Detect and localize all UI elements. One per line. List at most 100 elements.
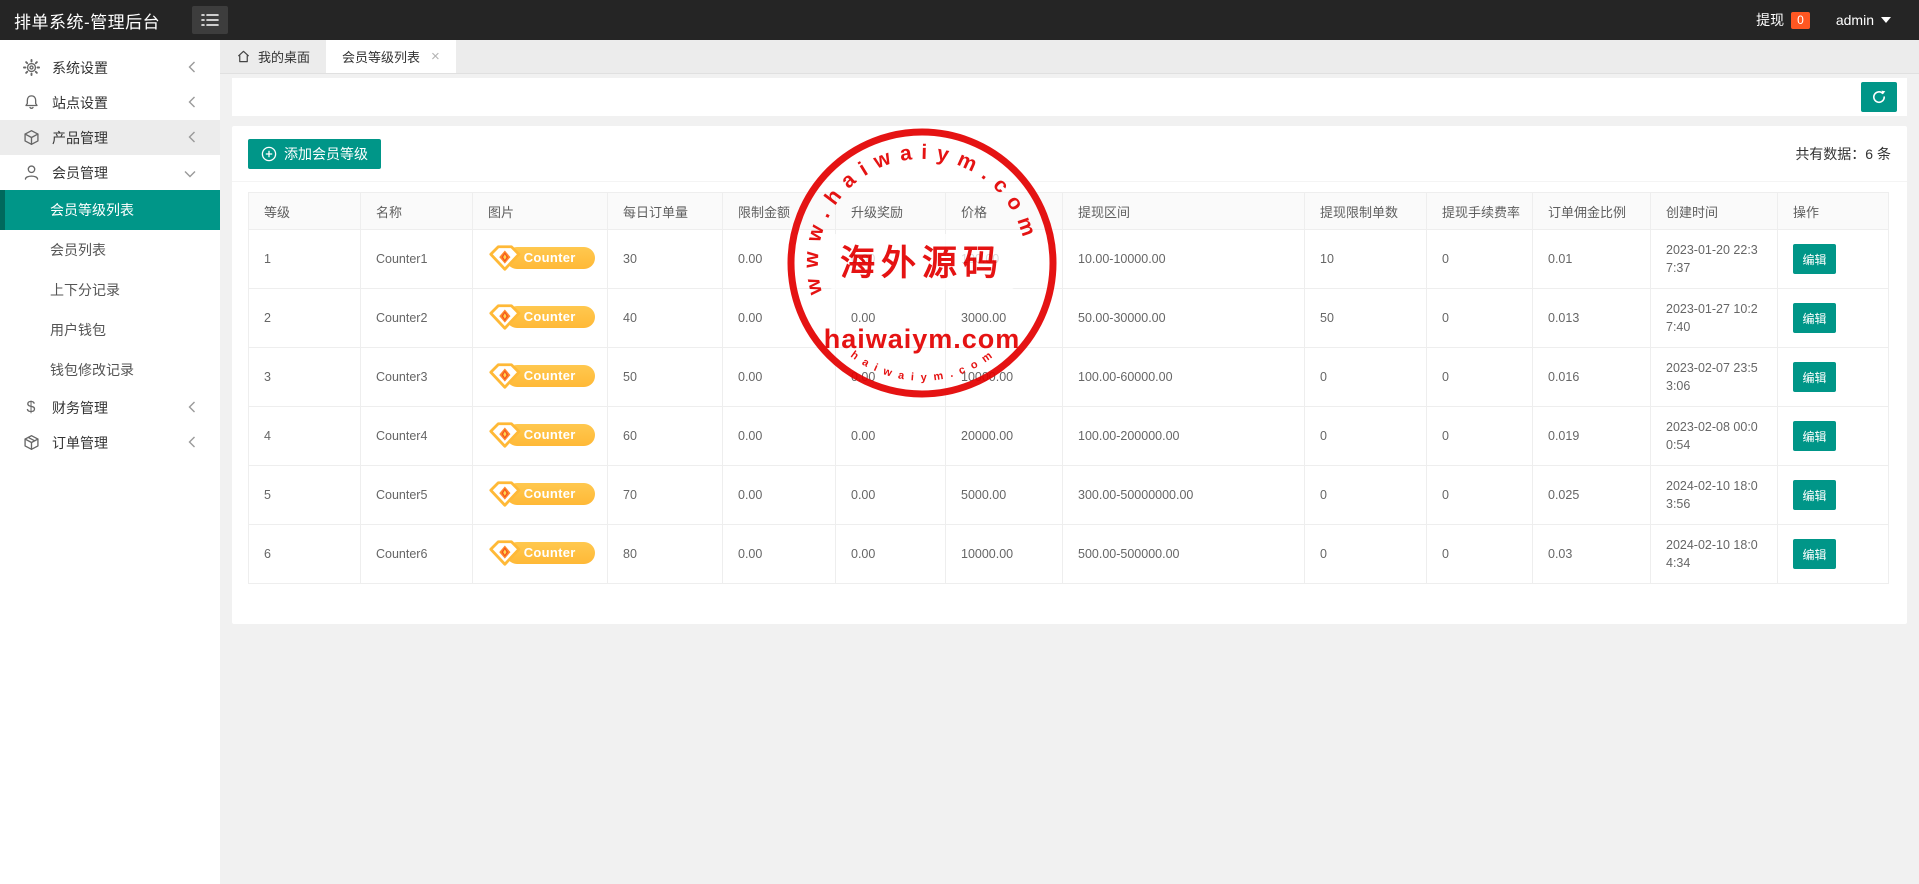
cell-upgrade-reward: 0.00: [835, 406, 946, 466]
edit-button[interactable]: 编辑: [1793, 303, 1836, 333]
cell-fee-rate: 0: [1426, 406, 1533, 466]
sidebar-subitem-member-level-list[interactable]: 会员等级列表: [0, 190, 220, 230]
sidebar-item-system-settings[interactable]: 系统设置: [0, 50, 220, 85]
cell-withdraw-limit: 10: [1304, 229, 1427, 289]
edit-button[interactable]: 编辑: [1793, 421, 1836, 451]
cell-fee-rate: 0: [1426, 347, 1533, 407]
column-header-6: 升级奖励: [835, 192, 946, 230]
diamond-icon: [489, 539, 521, 566]
cell-withdraw-limit: 0: [1304, 347, 1427, 407]
cell-upgrade-reward: 0.00: [835, 288, 946, 348]
member-management-submenu: 会员等级列表 会员列表 上下分记录 用户钱包 钱包修改记录: [0, 190, 220, 390]
add-member-level-button[interactable]: 添加会员等级: [248, 138, 381, 169]
cell-fee-rate: 0: [1426, 465, 1533, 525]
badge-label: Counter 2: [505, 305, 595, 346]
sidebar-item-site-settings[interactable]: 站点设置: [0, 85, 220, 120]
tab-my-desktop[interactable]: 我的桌面: [220, 40, 326, 73]
cell-daily-orders: 80: [607, 524, 723, 584]
level-badge: Counter 2: [488, 302, 595, 346]
level-badge: Counter 1: [488, 243, 595, 287]
badge-label: Counter 1: [505, 246, 595, 287]
chevron-down-icon: [184, 165, 196, 181]
sidebar-subitem-user-wallet[interactable]: 用户钱包: [0, 310, 220, 350]
column-header-4: 每日订单量: [607, 192, 723, 230]
column-header-1: 等级: [248, 192, 361, 230]
cell-upgrade-reward: 0.00: [835, 347, 946, 407]
edit-button[interactable]: 编辑: [1793, 244, 1836, 274]
cell-limit-amount: 0.00: [722, 229, 836, 289]
tab-bar: 我的桌面 会员等级列表 ×: [220, 40, 1919, 74]
cell-withdraw-range: 500.00-500000.00: [1062, 524, 1305, 584]
hamburger-icon: [201, 14, 219, 26]
chevron-left-icon: [188, 130, 196, 146]
cell-actions: 编辑: [1777, 406, 1889, 466]
column-header-7: 价格: [945, 192, 1063, 230]
chevron-left-icon: [188, 95, 196, 111]
sidebar-subitem-points-records[interactable]: 上下分记录: [0, 270, 220, 310]
sidebar-item-product-management[interactable]: 产品管理: [0, 120, 220, 155]
cell-actions: 编辑: [1777, 465, 1889, 525]
column-header-2: 名称: [360, 192, 473, 230]
cell-withdraw-range: 300.00-50000000.00: [1062, 465, 1305, 525]
cell-price: 20000.00: [945, 406, 1063, 466]
cell-name: Counter5: [360, 465, 473, 525]
sub-item-label: 钱包修改记录: [50, 362, 134, 378]
cell-upgrade-reward: 0.00: [835, 524, 946, 584]
refresh-icon: [1873, 90, 1886, 104]
cell-actions: 编辑: [1777, 288, 1889, 348]
cell-level: 4: [248, 406, 361, 466]
cell-limit-amount: 0.00: [722, 465, 836, 525]
sidebar-item-finance-management[interactable]: $ 财务管理: [0, 390, 220, 425]
sidebar: 系统设置 站点设置 产品管理 会员管理 会员等级列表 会员列表 上下分记录 用户…: [0, 40, 220, 884]
member-level-card: 添加会员等级 共有数据：6 条 等级 名称 图片 每日订单量 限制金额 升级奖励 价格 提现区…: [232, 126, 1907, 624]
card-header: 添加会员等级 共有数据：6 条: [232, 126, 1907, 182]
bell-icon: [22, 94, 40, 112]
cell-fee-rate: 0: [1426, 229, 1533, 289]
table-body: 1 Counter1 Counter 1 30 0.00 0.00 100.00…: [248, 229, 1889, 584]
sidebar-item-label: 站点设置: [52, 94, 108, 111]
level-badge: Counter 4: [488, 420, 595, 464]
cell-commission-ratio: 0.03: [1532, 524, 1651, 584]
home-icon: [237, 50, 250, 63]
cube-icon: [22, 129, 40, 147]
edit-button[interactable]: 编辑: [1793, 362, 1836, 392]
sidebar-toggle-button[interactable]: [192, 6, 228, 34]
cell-price: 5000.00: [945, 465, 1063, 525]
column-header-9: 提现限制单数: [1304, 192, 1427, 230]
cell-name: Counter1: [360, 229, 473, 289]
column-header-10: 提现手续费率: [1426, 192, 1533, 230]
level-badge: Counter 3: [488, 361, 595, 405]
cell-limit-amount: 0.00: [722, 524, 836, 584]
withdraw-menu-item[interactable]: 提现 0: [1756, 10, 1810, 30]
caret-down-icon: [1881, 17, 1891, 23]
cell-created-time: 2024-02-10 18:03:56: [1650, 465, 1778, 525]
level-badge: Counter 5: [488, 479, 595, 523]
cell-created-time: 2023-01-27 10:27:40: [1650, 288, 1778, 348]
chevron-left-icon: [188, 435, 196, 451]
tab-member-level-list[interactable]: 会员等级列表 ×: [326, 40, 456, 73]
sidebar-subitem-wallet-change-log[interactable]: 钱包修改记录: [0, 350, 220, 390]
diamond-icon: [489, 480, 521, 507]
refresh-button[interactable]: [1861, 82, 1897, 112]
withdraw-count-badge: 0: [1791, 11, 1810, 29]
user-menu[interactable]: admin: [1836, 12, 1891, 28]
tab-label: 会员等级列表: [342, 50, 421, 65]
cell-daily-orders: 30: [607, 229, 723, 289]
cell-limit-amount: 0.00: [722, 406, 836, 466]
cell-daily-orders: 40: [607, 288, 723, 348]
sidebar-item-member-management[interactable]: 会员管理: [0, 155, 220, 190]
close-icon[interactable]: ×: [431, 48, 440, 65]
sidebar-item-order-management[interactable]: 订单管理: [0, 425, 220, 460]
cell-commission-ratio: 0.013: [1532, 288, 1651, 348]
withdraw-label: 提现: [1756, 12, 1785, 28]
package-icon: [22, 434, 40, 452]
edit-button[interactable]: 编辑: [1793, 480, 1836, 510]
sidebar-subitem-member-list[interactable]: 会员列表: [0, 230, 220, 270]
edit-button[interactable]: 编辑: [1793, 539, 1836, 569]
tab-label: 我的桌面: [258, 50, 311, 65]
diamond-icon: [489, 421, 521, 448]
cell-name: Counter6: [360, 524, 473, 584]
cell-level: 6: [248, 524, 361, 584]
cell-withdraw-range: 10.00-10000.00: [1062, 229, 1305, 289]
cell-withdraw-limit: 50: [1304, 288, 1427, 348]
